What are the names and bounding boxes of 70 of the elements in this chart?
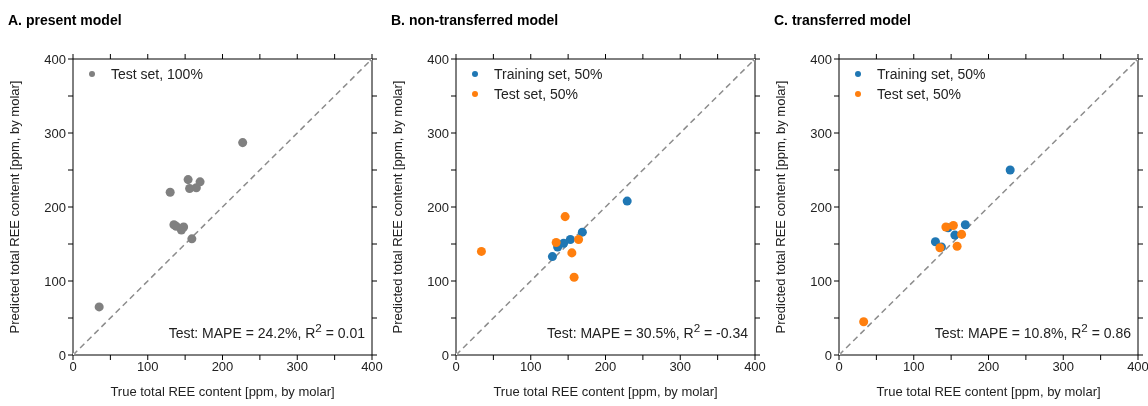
x-tick-label: 200 xyxy=(594,359,617,375)
y-tick-label: 0 xyxy=(58,347,66,363)
annotation: Test: MAPE = 24.2%, R$^{2}$ = 0.01 xyxy=(168,321,365,341)
point xyxy=(476,246,486,256)
point xyxy=(165,187,175,197)
y-tick-label: 0 xyxy=(824,347,832,363)
y-tick-label: 200 xyxy=(44,199,66,215)
legend-label: Test set, 50% xyxy=(877,85,962,104)
y-tick-label: 100 xyxy=(810,273,832,289)
point xyxy=(560,212,570,222)
y-tick-label: 400 xyxy=(810,51,832,67)
y-axis-title: Predicted total REE content [ppm, by molar] xyxy=(389,80,405,334)
x-tick-label: 100 xyxy=(902,359,925,375)
point xyxy=(183,175,193,185)
point xyxy=(948,220,958,231)
point xyxy=(187,234,197,244)
x-tick-label: 200 xyxy=(977,359,1000,375)
legend-label: Training set, 50% xyxy=(494,65,603,84)
y-tick-label: 300 xyxy=(44,125,66,141)
point xyxy=(94,302,104,312)
x-tick-label: 0 xyxy=(835,359,843,375)
x-axis-title: True total REE content [ppm, by molar] xyxy=(876,384,1101,399)
y-tick-label: 0 xyxy=(441,347,449,363)
x-tick-label: 100 xyxy=(519,359,542,375)
y-axis-title: Predicted total REE content [ppm, by molar] xyxy=(772,80,788,334)
x-tick-label: 200 xyxy=(211,359,234,375)
y-tick-label: 200 xyxy=(427,199,449,215)
point xyxy=(551,238,561,248)
x-axis-title: True total REE content [ppm, by molar] xyxy=(110,384,335,399)
y-tick-label: 100 xyxy=(427,273,449,289)
y-tick-label: 400 xyxy=(44,51,66,67)
point xyxy=(569,272,579,282)
x-tick-label: 0 xyxy=(69,359,77,375)
point xyxy=(547,252,557,262)
y-tick-label: 300 xyxy=(810,125,832,141)
y-tick-label: 200 xyxy=(810,199,832,215)
point xyxy=(957,229,967,239)
chart-title: B. non-transferred model xyxy=(391,12,559,28)
x-tick-label: 300 xyxy=(669,359,692,375)
y-tick-label: 400 xyxy=(427,51,449,67)
point xyxy=(960,220,970,230)
legend-label: Test set, 100% xyxy=(111,65,203,84)
legend-label: Training set, 50% xyxy=(877,65,986,84)
point xyxy=(565,235,575,245)
x-tick-label: 100 xyxy=(136,359,159,375)
x-tick-label: 400 xyxy=(1127,359,1148,375)
point xyxy=(930,237,940,247)
point xyxy=(191,183,201,193)
point xyxy=(577,227,587,237)
y-tick-label: 300 xyxy=(427,125,449,141)
chart-title: C. transferred model xyxy=(774,12,911,28)
chart-title: A. present model xyxy=(8,12,122,28)
x-tick-label: 300 xyxy=(286,359,309,375)
point xyxy=(1005,165,1015,175)
point xyxy=(859,317,869,327)
x-tick-label: 0 xyxy=(452,359,460,375)
annotation: Test: MAPE = 10.8%, R$^{2}$ = 0.86 xyxy=(934,321,1131,341)
point xyxy=(567,248,577,258)
point xyxy=(622,196,632,206)
point xyxy=(952,241,962,251)
x-tick-label: 400 xyxy=(744,359,766,375)
point xyxy=(574,235,584,245)
legend-label: Test set, 50% xyxy=(494,85,579,104)
x-tick-label: 300 xyxy=(1052,359,1075,375)
x-tick-label: 400 xyxy=(361,359,383,375)
annotation: Test: MAPE = 30.5%, R$^{2}$ = -0.34 xyxy=(546,321,748,341)
y-tick-label: 100 xyxy=(44,273,66,289)
point xyxy=(238,138,248,148)
y-axis-title: Predicted total REE content [ppm, by molar] xyxy=(6,80,22,334)
x-axis-title: True total REE content [ppm, by molar] xyxy=(493,384,718,399)
